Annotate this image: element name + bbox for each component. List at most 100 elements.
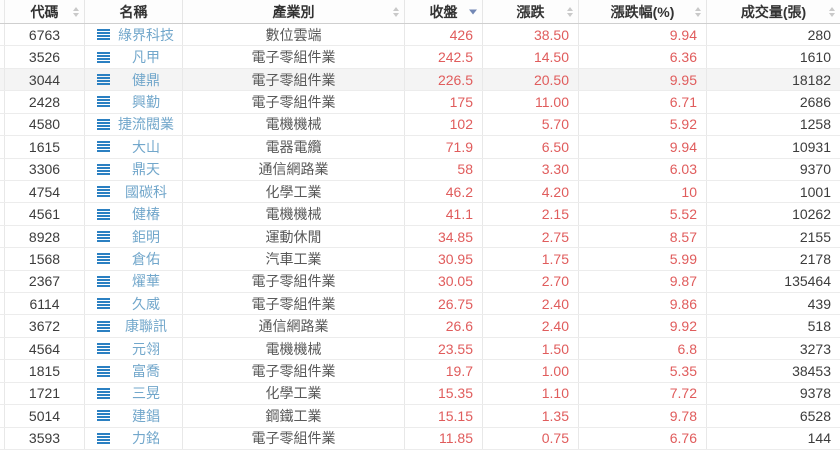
stock-name-link[interactable]: 綠界科技 bbox=[118, 26, 174, 43]
stock-name-link[interactable]: 鉅明 bbox=[132, 228, 160, 245]
stock-name-link[interactable]: 凡甲 bbox=[132, 49, 160, 66]
stock-code: 3044 bbox=[5, 68, 85, 91]
list-icon[interactable] bbox=[97, 253, 110, 265]
table-row[interactable]: 4580 捷流閥業 電機機械 102 5.70 5.92 1258 bbox=[0, 113, 840, 137]
stock-name-link[interactable]: 國碳科 bbox=[125, 183, 167, 200]
column-header-name[interactable]: 名稱 bbox=[85, 0, 183, 23]
list-icon[interactable] bbox=[97, 51, 110, 63]
stock-name-cell: 健鼎 bbox=[85, 68, 183, 91]
list-icon[interactable] bbox=[97, 275, 110, 287]
sort-up-down-icon[interactable] bbox=[393, 6, 399, 17]
table-row[interactable]: 2428 興勤 電子零組件業 175 11.00 6.71 2686 bbox=[0, 91, 840, 114]
table-row[interactable]: 2367 燿華 電子零組件業 30.05 2.70 9.87 135464 bbox=[0, 270, 840, 294]
close-price: 58 bbox=[405, 158, 483, 180]
list-icon[interactable] bbox=[97, 432, 110, 444]
stock-name-link[interactable]: 大山 bbox=[132, 138, 160, 155]
stock-name-cell: 久威 bbox=[85, 293, 183, 315]
list-icon[interactable] bbox=[97, 163, 110, 175]
volume: 439 bbox=[807, 295, 831, 312]
stock-name-link[interactable]: 倉佑 bbox=[132, 250, 160, 267]
stock-name-link[interactable]: 興勤 bbox=[132, 93, 160, 110]
stock-name-link[interactable]: 健椿 bbox=[132, 206, 160, 223]
list-icon[interactable] bbox=[97, 96, 110, 108]
stock-name-link[interactable]: 力銘 bbox=[132, 430, 160, 447]
industry: 通信網路業 bbox=[183, 315, 405, 337]
stock-name-link[interactable]: 元翎 bbox=[132, 340, 160, 357]
column-header-industry[interactable]: 產業別 bbox=[183, 0, 405, 23]
volume: 9378 bbox=[799, 385, 831, 402]
column-label-name: 名稱 bbox=[119, 3, 148, 20]
stock-name-cell: 倉佑 bbox=[85, 248, 183, 270]
list-icon[interactable] bbox=[97, 186, 110, 198]
column-header-change[interactable]: 漲跌 bbox=[483, 0, 579, 23]
left-gutter bbox=[0, 24, 5, 46]
sort-descending-icon[interactable] bbox=[469, 9, 477, 14]
industry: 電子零組件業 bbox=[183, 427, 405, 450]
table-row[interactable]: 3044 健鼎 電子零組件業 226.5 20.50 9.95 18182 bbox=[0, 68, 840, 92]
left-gutter bbox=[0, 225, 5, 248]
table-row[interactable]: 4561 健椿 電機機械 41.1 2.15 5.52 10262 bbox=[0, 203, 840, 226]
list-icon[interactable] bbox=[97, 74, 110, 86]
sort-up-down-icon[interactable] bbox=[567, 6, 573, 17]
list-icon[interactable] bbox=[97, 410, 110, 422]
sort-up-down-icon[interactable] bbox=[73, 6, 79, 17]
sort-up-down-icon[interactable] bbox=[829, 6, 835, 17]
list-icon[interactable] bbox=[97, 298, 110, 310]
price-change: 2.15 bbox=[483, 203, 579, 225]
close-price: 102 bbox=[405, 113, 483, 136]
stock-code: 1568 bbox=[5, 248, 85, 270]
table-row[interactable]: 5014 建錩 鋼鐵工業 15.15 1.35 9.78 6528 bbox=[0, 405, 840, 428]
column-header-volume[interactable]: 成交量(張) bbox=[707, 0, 840, 23]
table-row[interactable]: 6114 久威 電子零組件業 26.75 2.40 9.86 439 bbox=[0, 293, 840, 316]
price-change: 2.40 bbox=[483, 293, 579, 315]
stock-name-link[interactable]: 鼎天 bbox=[132, 161, 160, 178]
list-icon[interactable] bbox=[97, 320, 110, 332]
table-row[interactable]: 4754 國碳科 化學工業 46.2 4.20 10 1001 bbox=[0, 180, 840, 204]
list-icon[interactable] bbox=[97, 387, 110, 399]
column-header-code[interactable]: 代碼 bbox=[5, 0, 85, 23]
table-row[interactable]: 6763 綠界科技 數位雲端 426 38.50 9.94 280 bbox=[0, 24, 840, 47]
stock-name-cell: 凡甲 bbox=[85, 46, 183, 68]
list-icon[interactable] bbox=[97, 343, 110, 355]
table-row[interactable]: 3672 康聯訊 通信網路業 26.6 2.40 9.92 518 bbox=[0, 315, 840, 338]
table-row[interactable]: 1815 富喬 電子零組件業 19.7 1.00 5.35 38453 bbox=[0, 360, 840, 383]
table-row[interactable]: 3306 鼎天 通信網路業 58 3.30 6.03 9370 bbox=[0, 158, 840, 181]
stock-name-link[interactable]: 富喬 bbox=[132, 363, 160, 380]
stock-name-link[interactable]: 捷流閥業 bbox=[118, 116, 174, 133]
stock-name-cell: 三晃 bbox=[85, 382, 183, 405]
price-change: 6.50 bbox=[483, 136, 579, 158]
stock-code: 3526 bbox=[5, 46, 85, 68]
price-change: 11.00 bbox=[483, 91, 579, 113]
stock-name-link[interactable]: 燿華 bbox=[132, 273, 160, 290]
table-row[interactable]: 1721 三晃 化學工業 15.35 1.10 7.72 9378 bbox=[0, 382, 840, 406]
change-percent: 6.03 bbox=[579, 158, 707, 180]
stock-name-link[interactable]: 建錩 bbox=[132, 407, 160, 424]
stock-name-link[interactable]: 久威 bbox=[132, 295, 160, 312]
table-row[interactable]: 4564 元翎 電機機械 23.55 1.50 6.8 3273 bbox=[0, 337, 840, 361]
left-gutter bbox=[0, 360, 5, 382]
stock-code: 4564 bbox=[5, 337, 85, 360]
stock-name-cell: 大山 bbox=[85, 136, 183, 158]
table-row[interactable]: 3593 力銘 電子零組件業 11.85 0.75 6.76 144 bbox=[0, 427, 840, 450]
list-icon[interactable] bbox=[97, 231, 110, 242]
table-row[interactable]: 1568 倉佑 汽車工業 30.95 1.75 5.99 2178 bbox=[0, 248, 840, 271]
list-icon[interactable] bbox=[97, 208, 110, 220]
close-price: 226.5 bbox=[405, 68, 483, 91]
stock-name-link[interactable]: 三晃 bbox=[132, 385, 160, 402]
column-header-change-percent[interactable]: 漲跌幅(%) bbox=[579, 0, 707, 23]
list-icon[interactable] bbox=[97, 118, 110, 130]
table-row[interactable]: 8928 鉅明 運動休閒 34.85 2.75 8.57 2155 bbox=[0, 225, 840, 249]
sort-up-down-icon[interactable] bbox=[695, 6, 701, 17]
column-header-close[interactable]: 收盤 bbox=[405, 0, 483, 23]
volume: 2155 bbox=[799, 228, 831, 245]
close-price: 71.9 bbox=[405, 136, 483, 158]
list-icon[interactable] bbox=[97, 29, 110, 41]
table-row[interactable]: 1615 大山 電器電纜 71.9 6.50 9.94 10931 bbox=[0, 136, 840, 159]
stock-name-link[interactable]: 健鼎 bbox=[132, 71, 160, 88]
list-icon[interactable] bbox=[97, 365, 110, 377]
table-row[interactable]: 3526 凡甲 電子零組件業 242.5 14.50 6.36 1610 bbox=[0, 46, 840, 69]
volume: 144 bbox=[807, 430, 831, 447]
list-icon[interactable] bbox=[97, 141, 110, 153]
close-price: 46.2 bbox=[405, 180, 483, 203]
stock-name-link[interactable]: 康聯訊 bbox=[125, 318, 167, 335]
